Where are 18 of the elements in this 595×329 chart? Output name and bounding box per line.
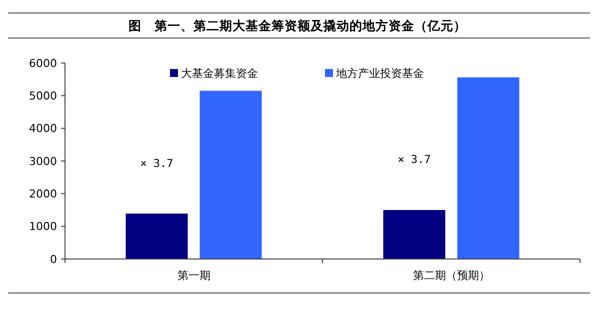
bar bbox=[200, 90, 262, 259]
y-tick-label: 5000 bbox=[29, 90, 57, 103]
y-tick-label: 6000 bbox=[29, 56, 57, 70]
x-tick-label: 第二期（预期） bbox=[412, 269, 490, 282]
annotation: × 3.7 bbox=[398, 152, 431, 166]
bar bbox=[126, 214, 188, 259]
y-tick-label: 3000 bbox=[29, 154, 57, 168]
y-tick-label: 1000 bbox=[29, 220, 57, 234]
y-tick-label: 0 bbox=[50, 252, 57, 266]
chart-title: 图 第一、第二期大基金筹资额及撬动的地方资金（亿元） bbox=[128, 18, 466, 33]
bar bbox=[383, 210, 446, 259]
y-tick-label: 4000 bbox=[29, 122, 57, 136]
annotation: × 3.7 bbox=[140, 156, 174, 170]
y-tick-label: 2000 bbox=[29, 188, 57, 201]
legend-label: 地方产业投资基金 bbox=[335, 66, 424, 80]
legend-label: 大基金募集资金 bbox=[181, 66, 258, 80]
x-tick-label: 第一期 bbox=[177, 269, 210, 282]
bar bbox=[457, 77, 520, 259]
